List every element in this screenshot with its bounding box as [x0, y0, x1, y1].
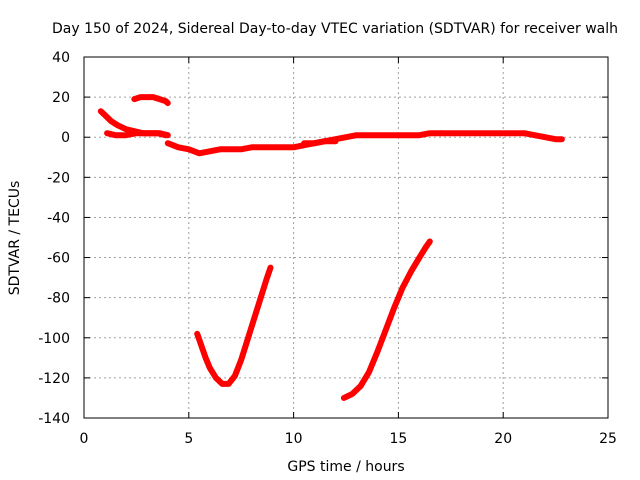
y-tick-label: -120 [38, 371, 70, 387]
series-arc-8 [340, 238, 433, 401]
series-arc-3 [131, 94, 171, 107]
series-arc-7 [194, 264, 274, 387]
y-tick-label: -60 [47, 251, 70, 267]
chart-title: Day 150 of 2024, Sidereal Day-to-day VTE… [52, 21, 618, 37]
x-tick-label: 10 [285, 431, 303, 447]
y-tick-label: 20 [52, 90, 70, 106]
axis-ticks: 0 5 10 15 20 25 -140 -120 -100 -80 -60 -40 -20 0 20 40 [38, 50, 617, 447]
x-tick-label: 5 [184, 431, 193, 447]
y-tick-label: -140 [38, 411, 70, 427]
series-arc-2 [104, 130, 169, 139]
y-tick-label: -40 [47, 210, 70, 226]
y-tick-label: -80 [47, 291, 70, 307]
x-tick-label: 20 [494, 431, 512, 447]
series-layer [97, 94, 565, 401]
x-axis-label: GPS time / hours [287, 459, 404, 475]
x-tick-label: 25 [599, 431, 617, 447]
series-arc-6 [437, 130, 565, 143]
y-tick-label: -20 [47, 170, 70, 186]
y-tick-label: -100 [38, 331, 70, 347]
y-tick-label: 0 [61, 130, 70, 146]
y-axis-label: SDTVAR / TECUs [7, 181, 23, 296]
plot-frame [83, 56, 609, 419]
grid [84, 57, 608, 418]
y-tick-label: 40 [52, 50, 70, 66]
x-tick-label: 15 [389, 431, 407, 447]
x-tick-label: 0 [80, 431, 89, 447]
series-arc-5 [301, 130, 444, 147]
